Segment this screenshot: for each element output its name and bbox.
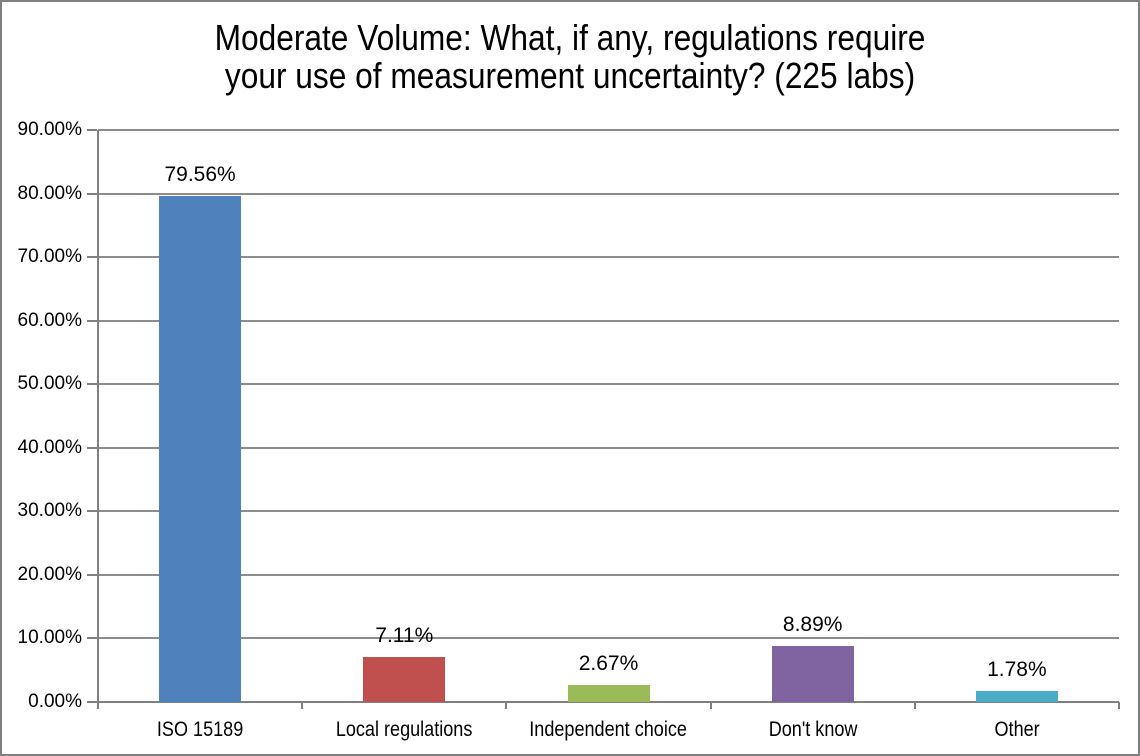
bar xyxy=(771,645,854,702)
x-category-label: Independent choice xyxy=(529,718,688,741)
y-tick-label: 10.00% xyxy=(17,627,82,649)
plot-area: 0.00% 10.00% 20.00% 30.00% 40.00% 50.00% 60.00… xyxy=(18,120,1120,741)
y-tick-label: 30.00% xyxy=(17,500,82,522)
gridline xyxy=(98,319,1119,322)
y-tick-label: 80.00% xyxy=(17,182,82,204)
y-axis-tick xyxy=(87,319,97,322)
bar-data-label: 8.89% xyxy=(782,612,843,636)
bar-data-label: 1.78% xyxy=(987,657,1047,681)
bar-data-label: 7.11% xyxy=(375,623,434,647)
y-axis-tick xyxy=(87,510,97,513)
y-tick-label: 70.00% xyxy=(17,246,82,268)
y-axis-tick xyxy=(87,573,97,576)
y-axis-tick xyxy=(87,446,97,449)
bar xyxy=(975,690,1058,702)
x-category-label: Local regulations xyxy=(336,718,473,741)
chart-title: Moderate Volume: What, if any, regulatio… xyxy=(70,19,1070,95)
x-category-label: Don't know xyxy=(768,718,858,741)
x-axis-tick xyxy=(913,702,916,709)
y-axis-tick xyxy=(87,383,97,386)
y-tick-label: 20.00% xyxy=(17,563,82,585)
gridline xyxy=(98,383,1119,386)
y-axis-tick xyxy=(87,637,97,640)
x-axis-tick xyxy=(505,702,508,709)
y-axis-tick xyxy=(87,701,97,703)
y-tick-label: 40.00% xyxy=(17,436,82,458)
x-category-label: Other xyxy=(994,718,1040,741)
gridline xyxy=(98,129,1119,131)
x-axis-tick xyxy=(1118,702,1120,709)
bar xyxy=(363,656,446,702)
y-axis-tick xyxy=(87,256,97,259)
bar-data-label: 2.67% xyxy=(578,652,639,676)
bar xyxy=(159,196,242,702)
x-category-label: ISO 15189 xyxy=(156,718,244,741)
gridline xyxy=(98,510,1119,513)
bar xyxy=(567,685,650,702)
y-tick-label: 90.00% xyxy=(17,119,82,140)
x-axis-tick xyxy=(301,702,304,709)
bar-data-label: 79.56% xyxy=(164,163,236,187)
gridline xyxy=(98,446,1119,449)
x-axis-line xyxy=(98,701,1119,703)
gridline xyxy=(98,256,1119,259)
y-tick-label: 60.00% xyxy=(17,309,82,331)
y-axis-line xyxy=(97,130,99,702)
y-axis-tick xyxy=(87,129,97,131)
y-axis-tick xyxy=(87,192,97,195)
x-axis-tick xyxy=(97,702,99,709)
chart-title-line-2: your use of measurement uncertainty? (22… xyxy=(224,55,916,96)
y-tick-label: 50.00% xyxy=(17,373,82,395)
y-tick-label: 0.00% xyxy=(28,691,82,712)
chart-title-line-1: Moderate Volume: What, if any, regulatio… xyxy=(214,17,926,58)
gridline xyxy=(98,573,1119,576)
gridline xyxy=(98,192,1119,195)
gridline xyxy=(98,637,1119,640)
x-axis-tick xyxy=(709,702,712,709)
